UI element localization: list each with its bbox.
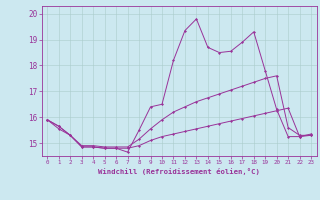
X-axis label: Windchill (Refroidissement éolien,°C): Windchill (Refroidissement éolien,°C): [98, 168, 260, 175]
